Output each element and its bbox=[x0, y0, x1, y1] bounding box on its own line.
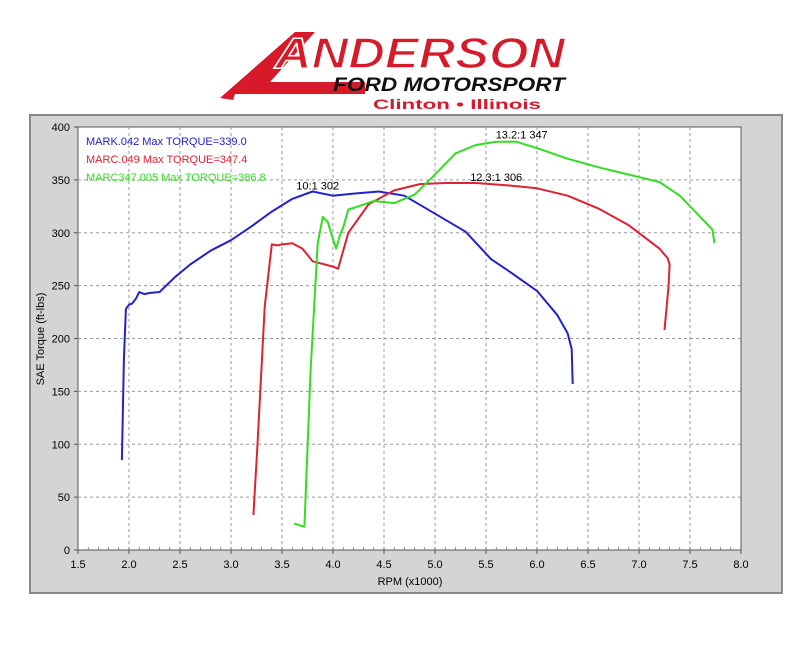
series-line-3 bbox=[293, 140, 716, 528]
annotation-label: 10:1 302 bbox=[296, 180, 339, 192]
y-tick-label: 350 bbox=[52, 175, 70, 187]
y-tick-label: 400 bbox=[52, 122, 70, 134]
x-tick-label: 2.0 bbox=[121, 559, 136, 571]
x-tick-label: 6.5 bbox=[580, 559, 595, 571]
x-tick-label: 6.0 bbox=[529, 559, 544, 571]
y-tick-labels: 0 50 100 150 200 250 300 350 400 bbox=[52, 122, 78, 557]
legend: MARK.042 Max TORQUE=339.0 MARC.049 Max TO… bbox=[86, 136, 266, 184]
anderson-ford-motorsport-logo: ANDERSON FORD MOTORSPORT Clinton • Illin… bbox=[220, 28, 567, 112]
logo-brand-text: ANDERSON bbox=[274, 29, 567, 78]
x-tick-label: 5.0 bbox=[427, 559, 442, 571]
y-tick-label: 100 bbox=[52, 439, 70, 451]
y-tick-label: 250 bbox=[52, 281, 70, 293]
x-tick-label: 7.0 bbox=[631, 559, 646, 571]
grid-lines bbox=[78, 127, 741, 550]
series-line-2 bbox=[252, 182, 671, 516]
x-tick-label: 1.5 bbox=[70, 559, 85, 571]
x-tick-label: 2.5 bbox=[172, 559, 187, 571]
logo-line3-text: Clinton • Illinois bbox=[373, 96, 541, 112]
y-tick-label: 300 bbox=[52, 228, 70, 240]
x-tick-label: 4.0 bbox=[325, 559, 340, 571]
series-lines bbox=[120, 140, 716, 528]
x-tick-label: 8.0 bbox=[733, 559, 748, 571]
annotation-label: 13.2:1 347 bbox=[496, 130, 548, 142]
y-tick-label: 200 bbox=[52, 334, 70, 346]
x-tick-label: 3.0 bbox=[223, 559, 238, 571]
y-tick-label: 50 bbox=[58, 492, 70, 504]
y-tick-label: 150 bbox=[52, 386, 70, 398]
legend-entry-1: MARK.042 Max TORQUE=339.0 bbox=[86, 136, 247, 148]
x-tick-labels: 1.5 2.0 2.5 3.0 3.5 4.0 4.5 5.0 5.5 6.0 6.5 7.0 7.5 8… bbox=[70, 547, 749, 571]
x-tick-label: 3.5 bbox=[274, 559, 289, 571]
x-axis-label: RPM (x1000) bbox=[378, 576, 443, 588]
annotations: 10:1 302 12.3:1 306 13.2:1 347 bbox=[296, 130, 547, 193]
legend-entry-3: MARC347.005 Max TORQUE=386.8 bbox=[86, 172, 266, 184]
legend-entry-2: MARC.049 Max TORQUE=347.4 bbox=[86, 154, 247, 166]
x-tick-label: 4.5 bbox=[376, 559, 391, 571]
annotation-label: 12.3:1 306 bbox=[470, 172, 522, 184]
x-tick-label: 5.5 bbox=[478, 559, 493, 571]
logo-line2-text: FORD MOTORSPORT bbox=[333, 75, 567, 96]
x-tick-label: 7.5 bbox=[682, 559, 697, 571]
y-axis-label: SAE Torque (ft-lbs) bbox=[35, 293, 47, 386]
series-line-1 bbox=[120, 190, 574, 461]
logo-swoosh bbox=[220, 32, 365, 100]
y-tick-label: 0 bbox=[64, 545, 70, 557]
